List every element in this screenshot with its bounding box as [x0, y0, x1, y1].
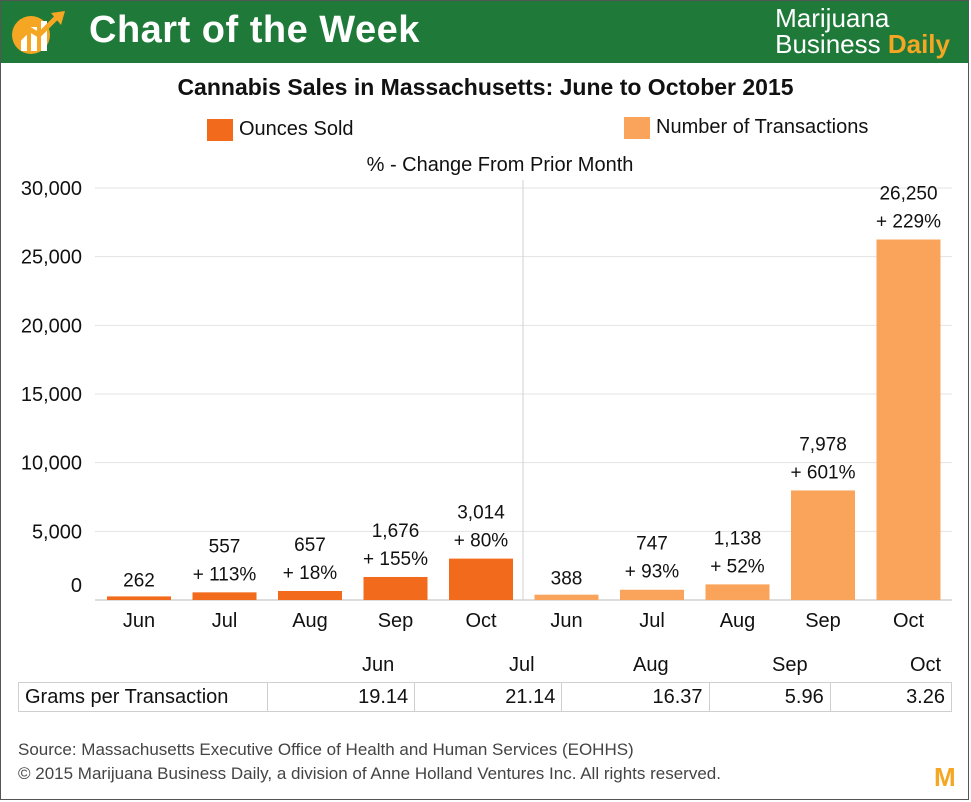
value-label: 1,138 [714, 528, 762, 549]
x-tick-label: Aug [292, 610, 328, 632]
chart-logo-icon [12, 11, 65, 54]
change-label: + 155% [363, 549, 428, 570]
brand-accent: Daily [887, 29, 950, 59]
grams-month: Sep [772, 654, 808, 676]
legend-item-transactions: Number of Transactions [624, 116, 868, 139]
bar [278, 590, 342, 600]
grams-month: Jun [362, 654, 395, 676]
legend-label-ounces: Ounces Sold [239, 118, 354, 140]
header-title: Chart of the Week [89, 9, 420, 51]
x-tick-label: Jun [123, 610, 155, 632]
bar [534, 594, 599, 600]
bar [107, 596, 171, 600]
change-label: + 93% [625, 562, 680, 583]
grams-month: Jul [509, 654, 535, 676]
table-row: Grams per Transaction 19.14 21.14 16.37 … [18, 682, 953, 712]
bar-chart: 30,000 25,000 20,000 15,000 10,000 5,000 0 Jun 2… [21, 178, 952, 632]
value-label: 7,978 [799, 434, 847, 455]
grams-cell: 21.14 [414, 682, 563, 712]
source-text: Source: Massachusetts Executive Office o… [18, 740, 634, 759]
bar [876, 239, 941, 600]
legend-label-transactions: Number of Transactions [656, 116, 869, 138]
change-label: + 80% [454, 531, 509, 552]
change-label: + 52% [710, 556, 765, 577]
value-label: 657 [294, 535, 326, 556]
source-note: Source: Massachusetts Executive Office o… [18, 738, 721, 786]
x-tick-label: Sep [378, 610, 414, 632]
x-tick-label: Sep [805, 610, 841, 632]
value-label: 26,250 [879, 184, 937, 205]
grams-cell: 5.96 [708, 682, 831, 712]
grams-table-label: Grams per Transaction [18, 682, 268, 712]
header-banner: Chart of the Week Marijuana Business Dai… [1, 1, 968, 63]
copyright-text: © 2015 Marijuana Business Daily, a divis… [18, 764, 721, 783]
bar [363, 576, 428, 600]
brand-line1: Marijuana [775, 3, 890, 33]
x-tick-label: Jun [550, 610, 582, 632]
x-tick-label: Jul [212, 610, 238, 632]
value-label: 388 [551, 569, 583, 590]
bar [449, 558, 513, 600]
change-label: + 18% [283, 563, 338, 584]
y-tick-label: 0 [71, 575, 82, 597]
grams-month: Oct [910, 654, 942, 676]
bar [192, 592, 257, 600]
m-logo-icon: M [934, 762, 956, 792]
y-tick-label: 25,000 [21, 247, 82, 269]
value-label: 557 [209, 536, 241, 557]
value-label: 3,014 [457, 503, 505, 524]
y-tick-label: 20,000 [21, 315, 82, 337]
brand-logo: Marijuana Business Daily [775, 5, 950, 57]
chart-title: Cannabis Sales in Massachusetts: June to… [177, 74, 794, 100]
grams-cell: 3.26 [829, 682, 953, 712]
chart-subtitle: % - Change From Prior Month [366, 154, 634, 176]
value-label: 262 [123, 570, 155, 591]
x-tick-label: Oct [893, 610, 925, 632]
legend-item-ounces: Ounces Sold [207, 118, 354, 141]
bar [620, 589, 684, 600]
change-label: + 113% [193, 564, 257, 585]
brand-line2: Business [775, 29, 881, 59]
y-tick-label: 10,000 [21, 453, 82, 475]
y-tick-label: 30,000 [21, 178, 82, 200]
x-tick-label: Jul [639, 610, 665, 632]
legend-swatch-ounces [207, 118, 233, 141]
y-tick-label: 15,000 [21, 384, 82, 406]
change-label: + 601% [791, 462, 856, 483]
y-tick-label: 5,000 [32, 521, 82, 543]
value-label: 747 [636, 534, 668, 555]
x-tick-label: Oct [465, 610, 497, 632]
bar [705, 584, 770, 600]
grams-cell: 19.14 [266, 682, 416, 712]
value-label: 1,676 [372, 521, 420, 542]
x-tick-label: Aug [720, 610, 756, 632]
grams-month: Aug [633, 654, 669, 676]
change-label: + 229% [876, 212, 941, 233]
grams-table: Grams per Transaction 19.14 21.14 16.37 … [18, 682, 953, 712]
legend-swatch-transactions [624, 116, 650, 139]
grams-cell: 16.37 [561, 682, 710, 712]
bar [791, 490, 855, 600]
